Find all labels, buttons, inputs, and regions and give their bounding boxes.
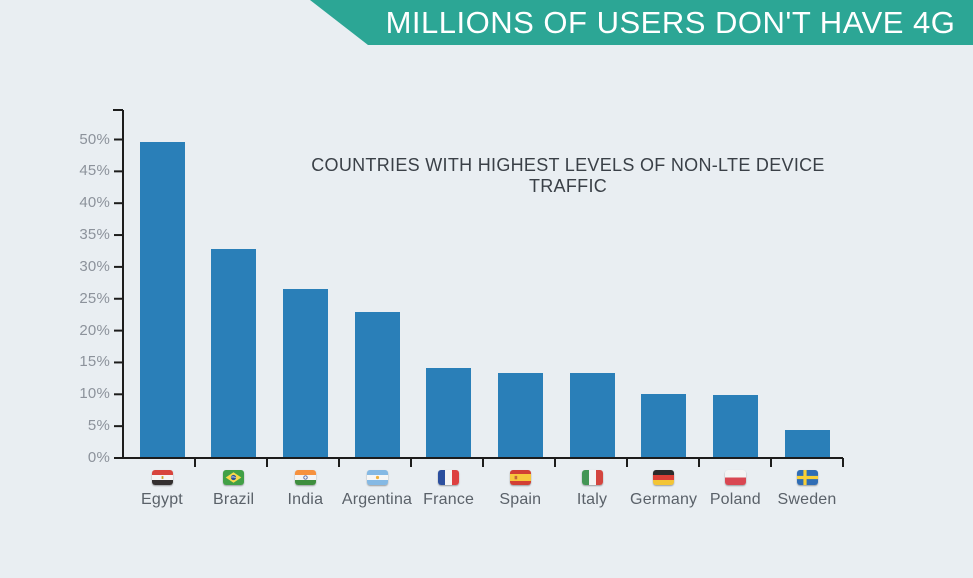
y-axis-label: 30%: [79, 257, 110, 275]
country-label: Italy: [576, 491, 608, 508]
y-axis-label: 20%: [79, 321, 110, 339]
flag-spain-icon: [509, 470, 531, 485]
flag-poland-icon: [724, 470, 746, 485]
bar-brazil: [211, 248, 257, 457]
country-label: India: [287, 491, 324, 508]
flag-egypt-icon: [151, 470, 173, 485]
bar-sweden: [784, 429, 830, 457]
y-axis-label: 50%: [79, 130, 110, 148]
bar-italy: [569, 372, 615, 457]
bar-spain: [497, 372, 543, 457]
flag-india-icon: [294, 470, 316, 485]
country-label: Egypt: [141, 491, 183, 508]
bar-france: [426, 368, 472, 457]
country-label: Sweden: [777, 491, 837, 508]
country-label: Germany: [630, 491, 698, 508]
y-axis-label: 35%: [79, 226, 110, 244]
flag-sweden-icon: [796, 470, 818, 485]
y-axis-label: 10%: [79, 385, 110, 403]
y-axis-label: 0%: [87, 449, 110, 466]
country-label: Brazil: [213, 491, 255, 508]
banner-title: MILLIONS OF USERS DON'T HAVE 4G: [385, 5, 956, 40]
country-label: Poland: [709, 491, 761, 508]
flag-brazil-icon: [223, 470, 245, 485]
flag-france-icon: [438, 470, 460, 485]
bar-poland: [712, 395, 758, 457]
bar-egypt: [139, 141, 185, 457]
flag-argentina-icon: [366, 470, 388, 485]
country-label: Spain: [499, 491, 542, 508]
bar-argentina: [354, 311, 400, 457]
y-axis-label: 5%: [87, 417, 110, 435]
country-label: Argentina: [341, 491, 413, 508]
y-axis-label: 25%: [79, 289, 110, 307]
country-label: France: [423, 491, 475, 508]
y-axis-label: 40%: [79, 194, 110, 212]
bar-india: [282, 288, 328, 457]
flag-italy-icon: [581, 470, 603, 485]
y-axis-label: 15%: [79, 353, 110, 371]
y-axis-label: 45%: [79, 162, 110, 180]
header-banner: MILLIONS OF USERS DON'T HAVE 4G: [310, 0, 973, 45]
flag-germany-icon: [653, 470, 675, 485]
chart-title: COUNTRIES WITH HIGHEST LEVELS OF NON-LTE…: [311, 155, 825, 196]
bar-germany: [641, 393, 687, 457]
